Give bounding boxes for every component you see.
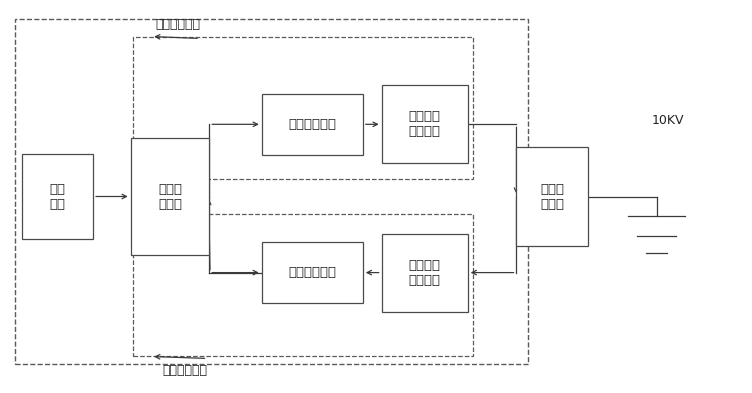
Bar <box>15 19 528 364</box>
Bar <box>132 214 474 356</box>
Bar <box>381 85 468 163</box>
Bar <box>22 154 93 239</box>
Bar <box>262 94 363 154</box>
Bar <box>131 138 209 255</box>
Text: 电力载波
发送模块: 电力载波 发送模块 <box>408 110 441 138</box>
Text: 信号耦
合模块: 信号耦 合模块 <box>540 182 564 211</box>
Text: 信号接收装置: 信号接收装置 <box>162 364 208 376</box>
Text: 电力调制模块: 电力调制模块 <box>288 118 336 131</box>
Text: 电力解调模块: 电力解调模块 <box>288 266 336 279</box>
Text: 电力载波
发送模块: 电力载波 发送模块 <box>408 259 441 286</box>
Text: 传输
接口: 传输 接口 <box>50 182 65 211</box>
Text: 10KV: 10KV <box>652 114 684 127</box>
Text: 数据处
理模块: 数据处 理模块 <box>158 182 182 211</box>
Bar <box>517 147 587 246</box>
Bar <box>381 233 468 312</box>
Bar <box>262 242 363 303</box>
Text: 信号发送装置: 信号发送装置 <box>155 18 200 31</box>
Bar <box>132 37 474 179</box>
